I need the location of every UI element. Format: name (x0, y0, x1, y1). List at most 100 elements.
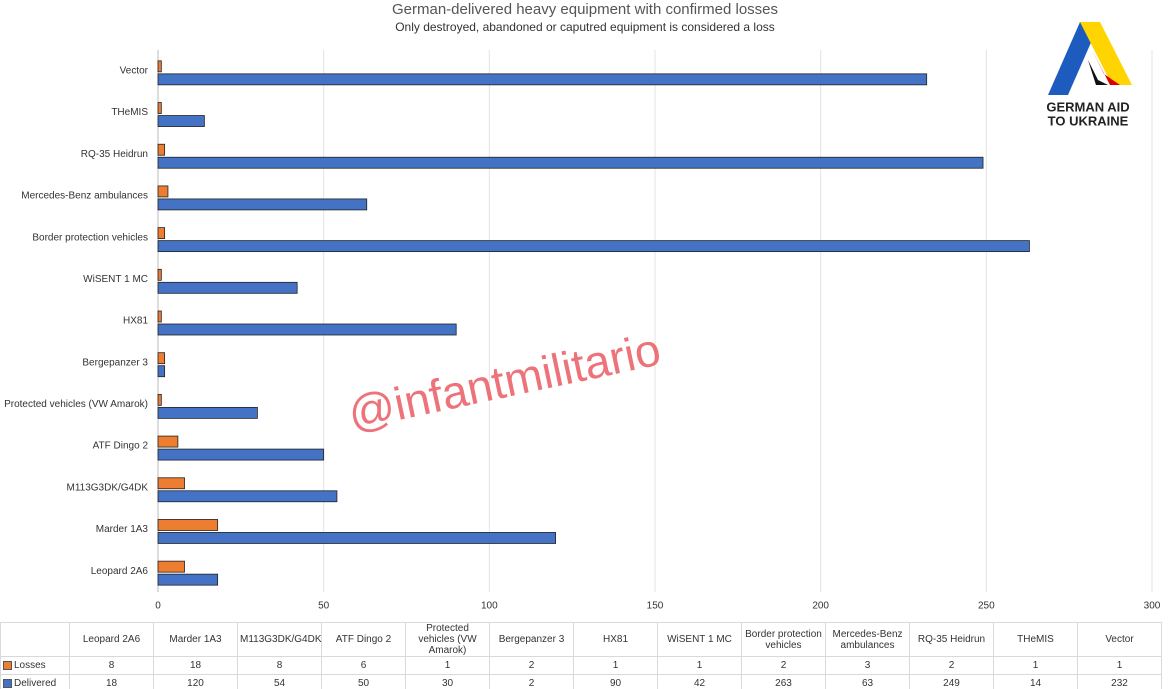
table-cell: 14 (993, 674, 1078, 689)
y-tick-label: WiSENT 1 MC (83, 274, 148, 285)
table-cell: 3 (825, 656, 910, 675)
table-header-cell: Leopard 2A6 (69, 622, 154, 657)
table-cell: 54 (237, 674, 322, 689)
table-cell: 2 (489, 656, 574, 675)
logo (1048, 22, 1132, 95)
table-header-cell: Mercedes-Benz ambulances (825, 622, 910, 657)
legend-swatch (3, 678, 12, 688)
bar (157, 365, 166, 378)
x-tick-label: 250 (978, 601, 995, 612)
table-cell: 42 (657, 674, 742, 689)
x-tick-label: 200 (812, 601, 829, 612)
table-cell: 249 (909, 674, 994, 689)
data-table: Leopard 2A6 Marder 1A3 M113G3DK/G4DK ATF Di… (0, 622, 1162, 689)
table-header-cell: ATF Dingo 2 (321, 622, 406, 657)
table-cell: 18 (69, 674, 154, 689)
bar (157, 406, 258, 419)
table-cell: 1 (1077, 656, 1162, 675)
bar (157, 393, 162, 406)
table-header-cell: Marder 1A3 (153, 622, 238, 657)
x-tick-label: 100 (481, 601, 498, 612)
table-header-cell: M113G3DK/G4DK (237, 622, 322, 657)
bar (157, 323, 457, 336)
table-row: Losses 8 18 8 6 1 2 1 1 2 3 2 1 1 (0, 656, 1162, 675)
bar (157, 573, 219, 586)
table-cell: 1 (405, 656, 490, 675)
table-corner (0, 622, 70, 657)
bar (157, 156, 984, 169)
table-cell: 2 (489, 674, 574, 689)
y-tick-label: Border protection vehicles (32, 232, 148, 243)
x-tick-label: 50 (318, 601, 330, 612)
table-cell: 63 (825, 674, 910, 689)
bar (157, 490, 338, 503)
table-cell: 30 (405, 674, 490, 689)
bar (157, 143, 166, 156)
bar (157, 560, 185, 573)
y-tick-label: Bergepanzer 3 (82, 357, 148, 368)
table-cell: 1 (993, 656, 1078, 675)
y-tick-label: Mercedes-Benz ambulances (21, 191, 148, 202)
y-tick-label: THeMIS (111, 107, 148, 118)
bar (157, 240, 1030, 253)
chart-subtitle: Only destroyed, abandoned or caputred eq… (395, 20, 775, 34)
table-header-cell: HX81 (573, 622, 658, 657)
y-tick-label: Marder 1A3 (96, 524, 149, 535)
y-tick-label: HX81 (123, 316, 148, 327)
bar (157, 198, 368, 211)
table-cell: 50 (321, 674, 406, 689)
x-tick-label: 150 (647, 601, 664, 612)
bar (157, 532, 557, 544)
table-cell: 263 (741, 674, 826, 689)
bar (157, 281, 298, 294)
table-cell: 120 (153, 674, 238, 689)
y-tick-label: RQ-35 Heidrun (81, 149, 148, 160)
logo-text: GERMAN AID (1046, 99, 1129, 114)
legend-label: Delivered (14, 678, 57, 689)
y-tick-label: Vector (120, 65, 149, 76)
table-cell: 90 (573, 674, 658, 689)
table-cell: 8 (237, 656, 322, 675)
bar (157, 185, 169, 198)
table-header: Leopard 2A6 Marder 1A3 M113G3DK/G4DK ATF Di… (0, 622, 1162, 657)
bar (157, 268, 162, 281)
table-cell: 6 (321, 656, 406, 675)
table-header-cell: Protected vehicles (VW Amarok) (405, 622, 490, 657)
table-cell: 232 (1077, 674, 1162, 689)
chart-title: German-delivered heavy equipment with co… (392, 1, 778, 18)
y-tick-label: M113G3DK/G4DK (66, 482, 148, 493)
table-cell: 18 (153, 656, 238, 675)
table-row: Delivered 18 120 54 50 30 2 90 42 263 63 249 14 232 (0, 674, 1162, 689)
bar (157, 102, 162, 114)
y-tick-label: ATF Dingo 2 (93, 441, 149, 452)
x-tick-label: 0 (155, 601, 161, 612)
bar (157, 448, 325, 461)
logo-text: TO UKRAINE (1048, 113, 1129, 128)
table-header-cell: Vector (1077, 622, 1162, 657)
legend-swatch (3, 660, 12, 670)
table-cell: 2 (741, 656, 826, 675)
table-header-cell: Bergepanzer 3 (489, 622, 574, 657)
bar (157, 73, 928, 86)
table-cell: 2 (909, 656, 994, 675)
bar (157, 477, 185, 490)
table-header-cell: WiSENT 1 MC (657, 622, 742, 657)
bar (157, 60, 162, 73)
table-header-cell: RQ-35 Heidrun (909, 622, 994, 657)
bar (157, 435, 179, 448)
y-tick-label: Protected vehicles (VW Amarok) (4, 399, 148, 410)
bar (157, 227, 166, 240)
watermark: @infantmilitario (343, 323, 665, 440)
legend-entry: Losses (0, 656, 70, 675)
table-header-cell: Border protection vehicles (741, 622, 826, 657)
legend-entry: Delivered (0, 674, 70, 689)
legend-label: Losses (14, 660, 46, 671)
x-tick-label: 300 (1144, 601, 1161, 612)
table-cell: 1 (573, 656, 658, 675)
bar (157, 519, 219, 531)
bar (157, 115, 205, 127)
bar (157, 310, 162, 323)
table-header-cell: THeMIS (993, 622, 1078, 657)
table-cell: 8 (69, 656, 154, 675)
